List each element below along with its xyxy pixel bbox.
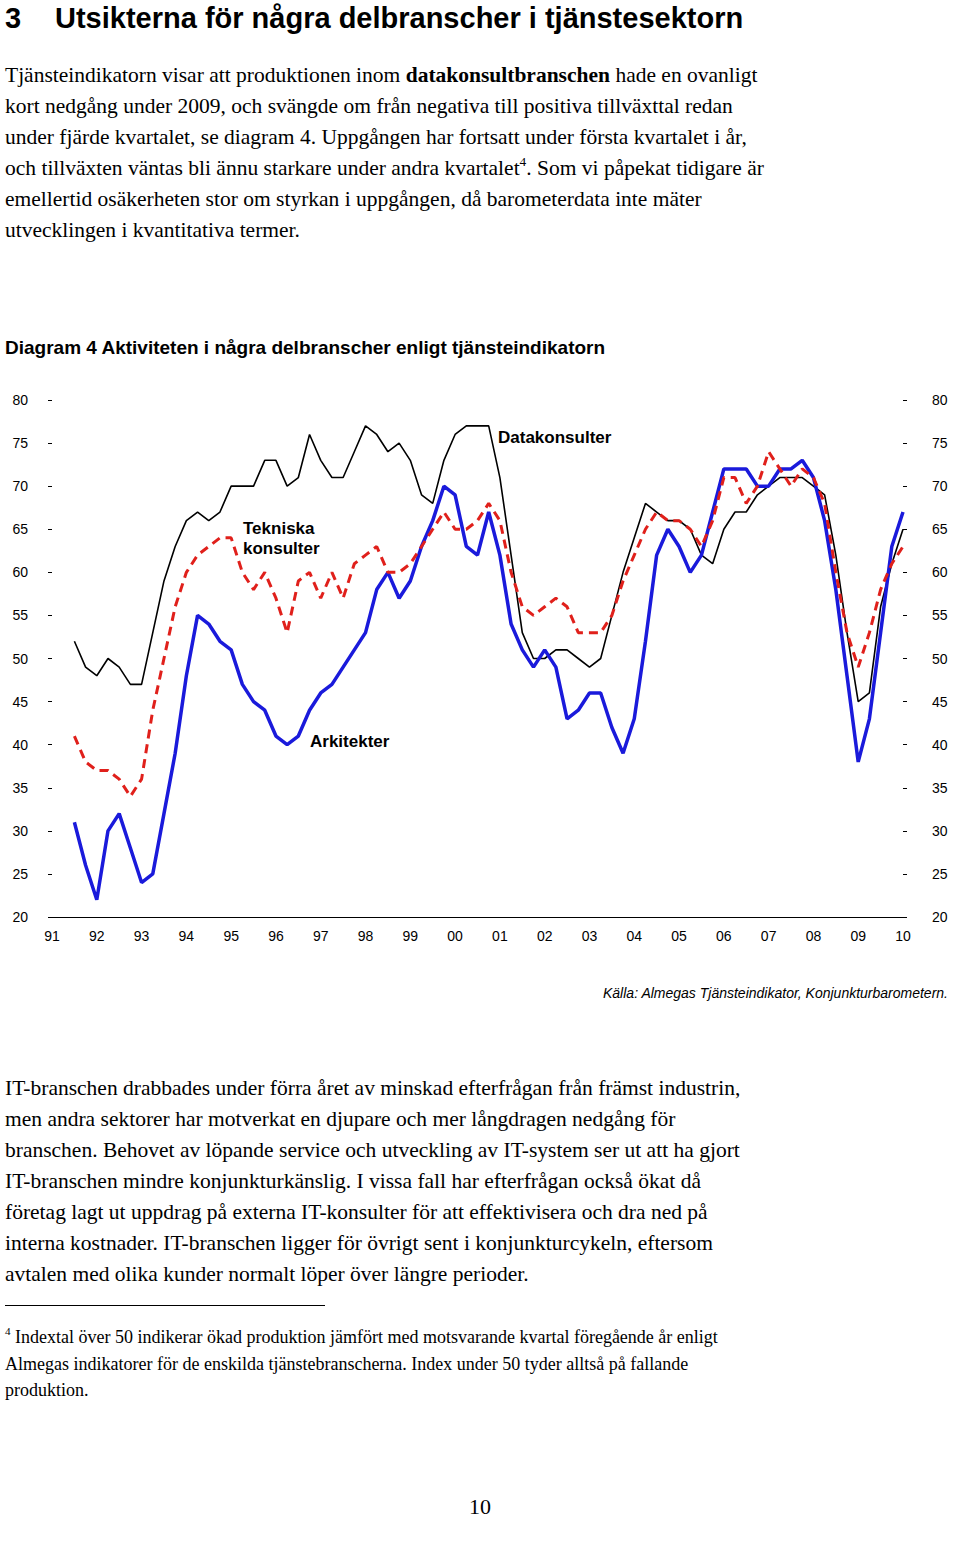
svg-text:70: 70 <box>12 478 28 494</box>
svg-text:35: 35 <box>12 780 28 796</box>
html-text:IT-branschen mindre konjunktur: IT-branschen mindre konjunkturkänslig. I… <box>5 1169 701 1193</box>
svg-text:95: 95 <box>223 928 239 944</box>
svg-text:97: 97 <box>313 928 329 944</box>
svg-text:60: 60 <box>12 564 28 580</box>
svg-text:00: 00 <box>447 928 463 944</box>
svg-text:03: 03 <box>582 928 598 944</box>
html-text:under fjärde kvartalet, se dia: under fjärde kvartalet, se diagram 4. Up… <box>5 125 747 149</box>
svg-text:05: 05 <box>671 928 687 944</box>
html-text:interna kostnader. IT-bransche: interna kostnader. IT-branschen ligger f… <box>5 1231 713 1255</box>
html-text:3: 3 <box>5 2 22 34</box>
html-text:branschen. Behovet av löpande: branschen. Behovet av löpande service oc… <box>5 1138 740 1162</box>
svg-text:30: 30 <box>12 823 28 839</box>
svg-text:92: 92 <box>89 928 105 944</box>
svg-text:Arkitekter: Arkitekter <box>310 732 390 751</box>
svg-text:06: 06 <box>716 928 732 944</box>
svg-text:80: 80 <box>932 392 948 408</box>
svg-text:25: 25 <box>12 866 28 882</box>
svg-text:70: 70 <box>932 478 948 494</box>
html-text:men andra sektorer har motverk: men andra sektorer har motverkat en djup… <box>5 1107 676 1131</box>
html-text:Tjänsteindikatorn visar att pr: Tjänsteindikatorn visar att produktionen… <box>5 63 758 87</box>
html-text:emellertid osäkerheten stor om: emellertid osäkerheten stor om styrkan i… <box>5 187 702 211</box>
html-text:10: 10 <box>469 1494 491 1519</box>
svg-text:07: 07 <box>761 928 777 944</box>
svg-text:94: 94 <box>179 928 195 944</box>
svg-text:08: 08 <box>806 928 822 944</box>
svg-text:Datakonsulter: Datakonsulter <box>498 428 612 447</box>
svg-text:65: 65 <box>932 521 948 537</box>
html-text:utvecklingen i kvantitativa te: utvecklingen i kvantitativa termer. <box>5 218 300 242</box>
html-text:avtalen med olika kunder norma: avtalen med olika kunder normalt löper ö… <box>5 1262 529 1286</box>
svg-text:40: 40 <box>12 737 28 753</box>
svg-text:40: 40 <box>932 737 948 753</box>
svg-text:Tekniska: Tekniska <box>243 519 315 538</box>
svg-text:55: 55 <box>12 607 28 623</box>
html-text:och tillväxten väntas bli ännu: och tillväxten väntas bli ännu starkare … <box>5 153 764 180</box>
html-text:Källa: Almegas Tjänsteindikato: Källa: Almegas Tjänsteindikator, Konjunk… <box>603 985 948 1001</box>
html-text:företag lagt ut uppdrag på ext: företag lagt ut uppdrag på externa IT-ko… <box>5 1200 708 1224</box>
svg-text:99: 99 <box>403 928 419 944</box>
svg-text:55: 55 <box>932 607 948 623</box>
svg-text:65: 65 <box>12 521 28 537</box>
svg-text:02: 02 <box>537 928 553 944</box>
html-text:produktion.: produktion. <box>5 1380 89 1400</box>
svg-text:60: 60 <box>932 564 948 580</box>
svg-text:25: 25 <box>932 866 948 882</box>
html-text:4 Indextal över 50 indikerar ö: 4 Indextal över 50 indikerar ökad produk… <box>5 1324 718 1347</box>
html-text:Diagram 4 Aktiviteten i några: Diagram 4 Aktiviteten i några delbransch… <box>5 337 606 358</box>
svg-text:75: 75 <box>932 435 948 451</box>
svg-text:01: 01 <box>492 928 508 944</box>
svg-text:93: 93 <box>134 928 150 944</box>
svg-text:75: 75 <box>12 435 28 451</box>
html-text:Utsikterna för några delbransc: Utsikterna för några delbranscher i tjän… <box>55 2 744 34</box>
svg-text:20: 20 <box>932 909 948 925</box>
svg-text:04: 04 <box>626 928 642 944</box>
svg-text:45: 45 <box>12 694 28 710</box>
svg-text:10: 10 <box>895 928 911 944</box>
svg-text:80: 80 <box>12 392 28 408</box>
html-text:Almegas indikatorer för de ens: Almegas indikatorer för de enskilda tjän… <box>5 1353 689 1374</box>
svg-text:konsulter: konsulter <box>243 539 320 558</box>
html-text:IT-branschen drabbades under f: IT-branschen drabbades under förra året … <box>5 1076 741 1100</box>
svg-text:35: 35 <box>932 780 948 796</box>
svg-text:98: 98 <box>358 928 374 944</box>
svg-text:20: 20 <box>12 909 28 925</box>
svg-text:91: 91 <box>44 928 60 944</box>
svg-text:96: 96 <box>268 928 284 944</box>
svg-text:45: 45 <box>932 694 948 710</box>
svg-text:30: 30 <box>932 823 948 839</box>
svg-text:09: 09 <box>850 928 866 944</box>
svg-text:50: 50 <box>12 651 28 667</box>
svg-text:50: 50 <box>932 651 948 667</box>
html-text:kort nedgång under 2009, och s: kort nedgång under 2009, och svängde om … <box>5 94 733 118</box>
